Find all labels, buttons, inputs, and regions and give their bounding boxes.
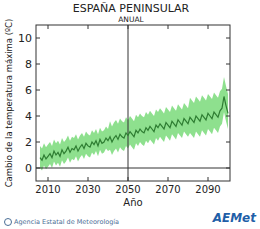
y-tick xyxy=(36,142,40,143)
y-tick-label: 6 xyxy=(25,84,32,97)
y-tick-right xyxy=(226,116,230,117)
y-tick-right xyxy=(226,38,230,39)
x-tick-label: 2050 xyxy=(115,184,140,195)
y-tick xyxy=(36,38,40,39)
x-tick-top xyxy=(208,25,209,29)
y-axis-label: Cambio de la temperatura máxima (ºC) xyxy=(4,19,14,188)
median-line xyxy=(40,97,228,161)
reference-line-x xyxy=(128,25,129,181)
x-tick-top xyxy=(168,25,169,29)
y-tick xyxy=(36,116,40,117)
x-tick-top xyxy=(128,25,129,29)
subtitle: ANUAL xyxy=(118,15,144,24)
x-tick-label: 2070 xyxy=(155,184,180,195)
source: Agencia Estatal de Meteorología xyxy=(14,218,119,226)
x-tick-label: 2090 xyxy=(195,184,220,195)
y-tick xyxy=(36,90,40,91)
x-tick xyxy=(48,177,49,181)
logo: AEMet xyxy=(212,211,258,225)
y-tick-right xyxy=(226,142,230,143)
y-tick-label: 10 xyxy=(18,32,32,45)
x-tick-label: 2010 xyxy=(35,184,60,195)
x-axis-label: Año xyxy=(123,197,142,208)
y-tick-right xyxy=(226,90,230,91)
range-band xyxy=(40,77,228,171)
reference-line-y xyxy=(36,168,230,169)
x-tick xyxy=(168,177,169,181)
x-tick xyxy=(128,177,129,181)
y-tick-label: 2 xyxy=(25,136,32,149)
x-tick xyxy=(208,177,209,181)
y-tick-label: 8 xyxy=(25,58,32,71)
y-tick-right xyxy=(226,168,230,169)
y-tick-label: 0 xyxy=(25,162,32,175)
y-tick-label: 4 xyxy=(25,110,32,123)
source-icon xyxy=(5,219,12,226)
y-tick-right xyxy=(226,64,230,65)
y-tick xyxy=(36,64,40,65)
title: ESPAÑA PENINSULAR xyxy=(73,2,190,15)
x-tick-top xyxy=(88,25,89,29)
x-tick-top xyxy=(48,25,49,29)
chart: ESPAÑA PENINSULARANUAL 0 2 4 6 8 10 2010 2030 205… xyxy=(0,0,260,229)
y-tick xyxy=(36,168,40,169)
x-tick-label: 2030 xyxy=(75,184,100,195)
plot-frame xyxy=(36,25,230,181)
plot-area xyxy=(36,25,230,181)
x-tick xyxy=(88,177,89,181)
